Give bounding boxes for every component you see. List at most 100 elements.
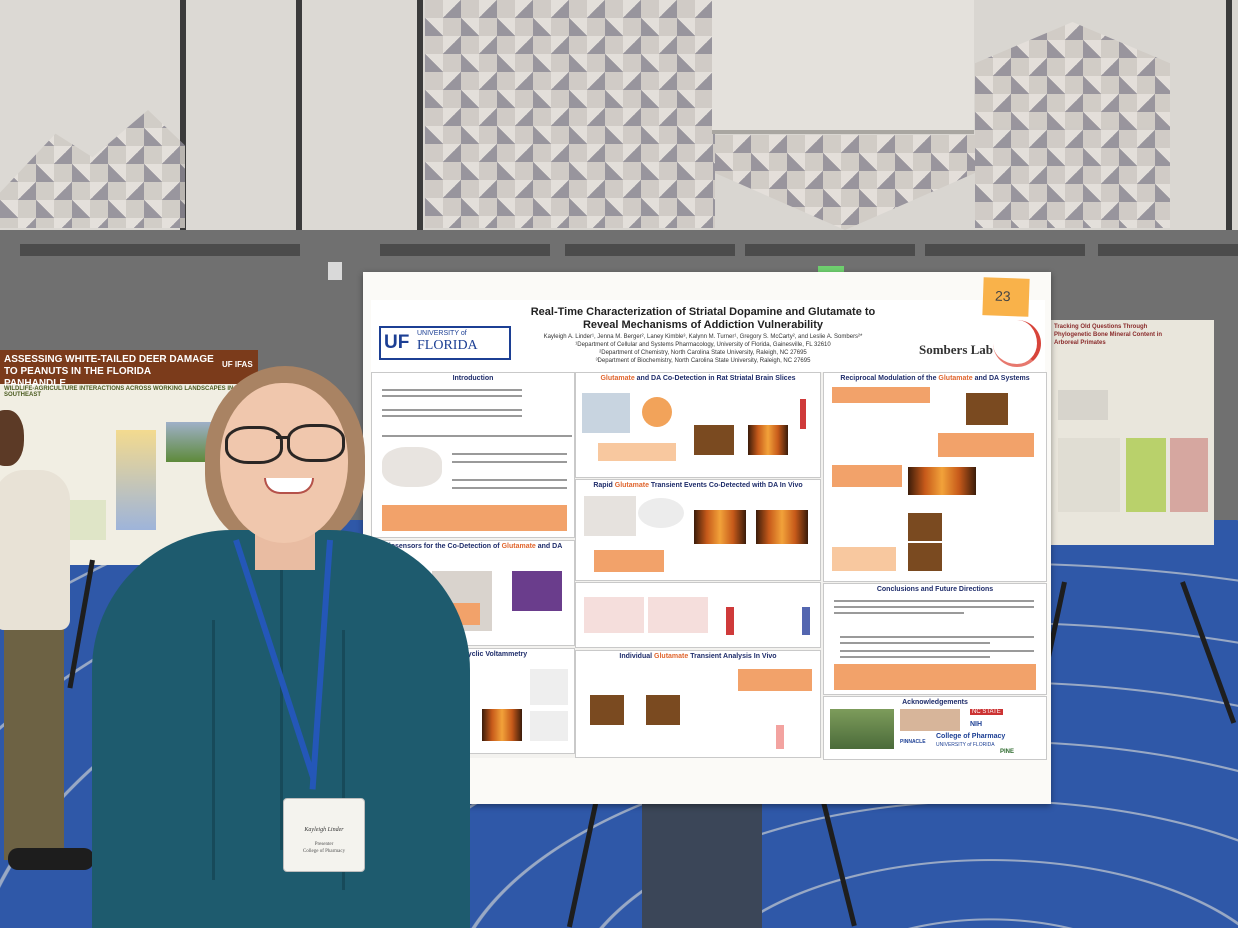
presenter-shirt xyxy=(92,530,470,928)
figure xyxy=(1170,438,1208,512)
pinnacle-logo: PINNACLE xyxy=(900,739,926,745)
wall-vent xyxy=(925,244,1085,256)
section-heading: th Fast-Scan Cyclic Voltammetry xyxy=(418,651,528,658)
wall-panel xyxy=(1170,0,1232,230)
person-left-torso xyxy=(0,470,70,630)
highlight-box xyxy=(598,443,676,461)
co-detection-panel: Glutamate and DA Co-Detection in Rat Str… xyxy=(575,372,821,478)
highlight-box xyxy=(832,465,902,487)
shirt-fold xyxy=(280,570,283,850)
color-plot xyxy=(966,393,1008,425)
glasses-bridge xyxy=(276,436,290,439)
glasses-lens xyxy=(287,424,345,462)
text-line xyxy=(840,642,990,644)
affiliation: ²Department of Chemistry, North Carolina… xyxy=(599,350,807,356)
college-logo: College of Pharmacy xyxy=(936,733,1006,740)
figure xyxy=(1058,390,1108,420)
lab-name: Sombers Lab xyxy=(919,342,994,357)
acoustic-panel xyxy=(425,0,715,228)
color-plot xyxy=(694,425,734,455)
highlight-box xyxy=(938,433,1034,457)
nc-state-logo: NC STATE xyxy=(970,709,1003,715)
badge-role: Presenter College of Pharmacy xyxy=(284,841,364,855)
lab-logo-swoosh xyxy=(993,320,1041,367)
color-plot xyxy=(482,709,522,741)
badge-role-line: College of Pharmacy xyxy=(302,849,346,854)
wall-vent xyxy=(380,244,550,256)
headshots xyxy=(900,709,960,731)
micrograph xyxy=(512,571,562,611)
right-poster-title: Tracking Old Questions Through Phylogene… xyxy=(1054,324,1163,346)
person-left-head xyxy=(0,410,24,466)
highlight-box xyxy=(832,387,930,403)
text-line xyxy=(840,656,990,658)
left-poster-subtitle: WILDLIFE-AGRICULTURE INTERACTIONS ACROSS… xyxy=(4,386,247,398)
color-plot xyxy=(748,425,788,455)
color-plot xyxy=(646,695,680,725)
poster-title: Real-Time Characterization of Striatal D… xyxy=(530,306,876,331)
left-poster-header xyxy=(0,350,258,384)
person-legs-behind-poster xyxy=(642,790,762,928)
wall-panel xyxy=(186,0,302,230)
section-heading: Conclusions and Future Directions xyxy=(876,586,994,593)
uf-logo-florida: FLORIDA xyxy=(417,338,478,353)
section-heading: Individual Glutamate Transient Analysis … xyxy=(619,653,777,660)
shirt-fold xyxy=(212,620,215,880)
badge-name: Kayleigh Linder xyxy=(304,827,344,833)
bar-chart xyxy=(800,399,806,429)
color-plot xyxy=(694,510,746,544)
text-line xyxy=(452,453,567,455)
wall-vent xyxy=(20,244,300,256)
nih-logo: NIH xyxy=(970,721,983,728)
text-line xyxy=(834,600,1034,602)
text-line xyxy=(834,612,964,614)
uf-logo: UF UNIVERSITY of FLORIDA xyxy=(379,326,511,360)
poster-authors: Kayleigh A. Linder¹, Jenna M. Berger², L… xyxy=(513,333,893,365)
text-line xyxy=(382,415,522,417)
affiliation: ¹Department of Cellular and Systems Phar… xyxy=(575,342,831,348)
area-under-curve-panel xyxy=(575,582,821,648)
acoustic-panel xyxy=(975,22,1170,228)
college-logo-sub: UNIVERSITY of FLORIDA xyxy=(936,742,995,748)
text-line xyxy=(840,636,1034,638)
person-left-legs xyxy=(4,620,64,860)
name-badge: Kayleigh Linder Presenter College of Pha… xyxy=(283,798,365,872)
introduction-panel: Introduction xyxy=(371,372,575,538)
bar-chart xyxy=(726,607,734,635)
text-line xyxy=(834,606,1034,608)
figure xyxy=(1126,438,1166,512)
bar-chart xyxy=(776,725,784,749)
camera-sensor xyxy=(328,262,342,280)
voltammogram xyxy=(530,669,568,705)
trace-plot xyxy=(584,597,644,633)
shirt-fold xyxy=(342,630,345,890)
brain-diagram xyxy=(638,498,684,528)
brain-slice xyxy=(642,397,672,427)
projector-housing xyxy=(712,0,974,134)
diagram xyxy=(582,393,630,433)
text-line xyxy=(452,487,567,489)
figure xyxy=(1058,438,1120,512)
text-line xyxy=(382,395,522,397)
color-plot xyxy=(908,467,976,495)
wall-vent xyxy=(565,244,735,256)
person-left-shoe xyxy=(8,848,94,870)
highlight-box xyxy=(834,664,1036,690)
poster-number: 23 xyxy=(994,287,1011,305)
sticky-note: 23 xyxy=(982,277,1030,317)
text-line xyxy=(452,461,567,463)
text-line xyxy=(840,650,1034,652)
glasses-lens xyxy=(225,426,283,464)
highlight-box xyxy=(738,669,812,691)
chart-figure xyxy=(116,430,156,530)
affiliation: ³Department of Biochemistry, North Carol… xyxy=(595,358,811,364)
wall-panel xyxy=(302,0,423,230)
left-poster-title: ASSESSING WHITE-TAILED DEER DAMAGE TO PE… xyxy=(4,354,214,389)
brain-illustration xyxy=(382,447,442,487)
section-heading: Introduction xyxy=(452,375,494,382)
research-poster: UF UNIVERSITY of FLORIDA Real-Time Chara… xyxy=(363,272,1051,804)
color-plot xyxy=(908,513,942,541)
trace-plot xyxy=(648,597,708,633)
pine-logo: PINE xyxy=(1000,749,1015,755)
